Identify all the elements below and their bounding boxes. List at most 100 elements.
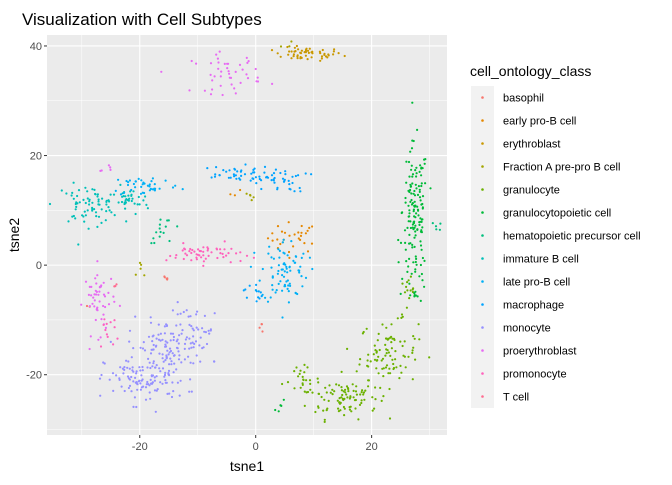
data-point — [306, 250, 310, 253]
data-point — [419, 199, 422, 202]
data-point — [164, 225, 167, 228]
x-tick-label: 20 — [366, 441, 378, 453]
data-point — [419, 217, 422, 220]
data-point — [284, 173, 287, 176]
data-point — [89, 335, 92, 338]
data-point — [281, 241, 284, 244]
data-point — [377, 332, 380, 335]
data-point — [67, 220, 70, 223]
data-point — [252, 196, 255, 199]
data-point — [180, 332, 183, 335]
data-point — [150, 242, 153, 245]
data-point — [98, 300, 101, 303]
data-point — [188, 390, 191, 393]
data-point — [152, 334, 155, 337]
data-point — [413, 205, 416, 208]
data-point — [187, 315, 190, 318]
data-point — [188, 89, 191, 92]
data-point — [279, 280, 282, 283]
data-point — [102, 293, 106, 296]
legend-item: proerythroblast — [471, 339, 576, 362]
data-point — [170, 395, 174, 399]
data-point — [100, 373, 103, 377]
data-point — [162, 360, 165, 363]
data-point — [414, 230, 417, 233]
data-point — [293, 233, 296, 236]
data-point — [179, 312, 182, 315]
data-point — [365, 327, 368, 330]
data-point — [181, 188, 184, 191]
data-point — [130, 390, 133, 393]
data-point — [113, 326, 116, 329]
data-point — [152, 360, 155, 363]
data-point — [431, 222, 434, 225]
data-point — [196, 310, 199, 313]
data-point — [210, 251, 213, 254]
data-point — [241, 68, 244, 71]
data-point — [283, 262, 286, 265]
data-point — [174, 184, 177, 187]
data-point — [204, 331, 207, 334]
data-point — [413, 337, 416, 340]
data-point — [166, 219, 169, 222]
data-point — [110, 277, 113, 280]
data-point — [415, 257, 418, 260]
data-point — [418, 170, 421, 173]
data-point — [233, 175, 236, 178]
data-point — [108, 209, 111, 212]
data-point — [109, 340, 112, 343]
data-point — [380, 359, 383, 362]
data-point — [296, 57, 299, 60]
data-point — [139, 267, 142, 270]
data-point — [172, 390, 175, 393]
data-point — [166, 341, 169, 344]
data-point — [304, 172, 307, 175]
data-point — [215, 166, 218, 169]
data-point — [404, 248, 407, 251]
data-point — [167, 369, 171, 372]
data-point — [261, 267, 264, 271]
data-point — [242, 289, 245, 292]
data-point — [112, 295, 115, 298]
data-point — [355, 370, 358, 373]
data-point — [230, 247, 233, 250]
data-point — [178, 334, 181, 337]
data-point — [96, 225, 99, 228]
data-point — [124, 207, 127, 210]
data-point — [259, 291, 262, 294]
data-point — [407, 355, 410, 358]
data-point — [413, 292, 416, 295]
data-point — [99, 336, 102, 339]
data-point — [341, 397, 344, 400]
data-point — [103, 295, 107, 298]
data-point — [332, 53, 335, 56]
data-point — [286, 287, 289, 290]
data-point — [206, 167, 209, 170]
data-point — [193, 342, 196, 345]
data-point — [279, 45, 283, 48]
data-point — [409, 183, 412, 186]
y-axis-ticks: -20 0 20 40 — [26, 41, 47, 382]
data-point — [154, 410, 157, 413]
data-point — [164, 381, 167, 384]
data-point — [190, 325, 193, 328]
data-point — [288, 256, 291, 259]
data-point — [399, 340, 402, 343]
data-point — [202, 264, 205, 267]
data-point — [385, 364, 389, 367]
data-point — [287, 301, 290, 304]
data-point — [215, 53, 218, 56]
data-point — [254, 67, 257, 71]
data-point — [146, 366, 149, 369]
data-point — [271, 82, 274, 85]
data-point — [324, 386, 327, 389]
data-point — [201, 347, 204, 350]
data-point — [409, 150, 412, 153]
data-point — [233, 167, 236, 170]
data-point — [290, 40, 293, 43]
data-point — [115, 374, 118, 377]
data-point — [206, 246, 209, 249]
data-point — [306, 58, 309, 61]
data-point — [373, 344, 376, 347]
data-point — [71, 191, 74, 194]
